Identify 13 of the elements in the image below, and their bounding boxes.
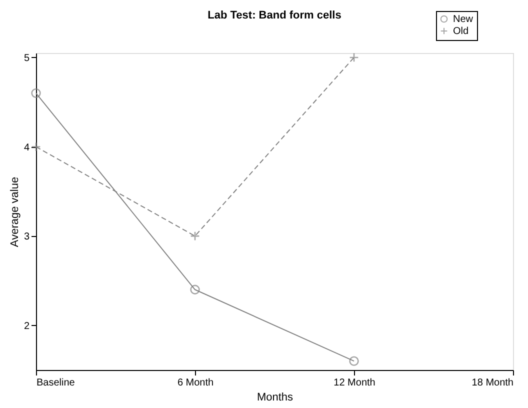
x-tick-label: 6 Month bbox=[177, 378, 214, 388]
chart-title: Lab Test: Band form cells bbox=[208, 10, 342, 22]
y-tick-label: 2 bbox=[24, 320, 30, 332]
legend-label: New bbox=[453, 14, 474, 25]
legend-label: Old bbox=[453, 26, 469, 37]
x-axis-title: Months bbox=[256, 392, 294, 404]
y-tick-label: 3 bbox=[24, 232, 30, 243]
x-tick-label: Baseline bbox=[36, 378, 76, 388]
y-tick-label: 5 bbox=[24, 52, 30, 64]
x-tick-label: 12 Month bbox=[334, 378, 376, 388]
x-tick-label: 18 Month bbox=[472, 378, 514, 388]
y-axis-title: Average value bbox=[8, 176, 21, 248]
y-tick-label: 4 bbox=[24, 142, 30, 154]
